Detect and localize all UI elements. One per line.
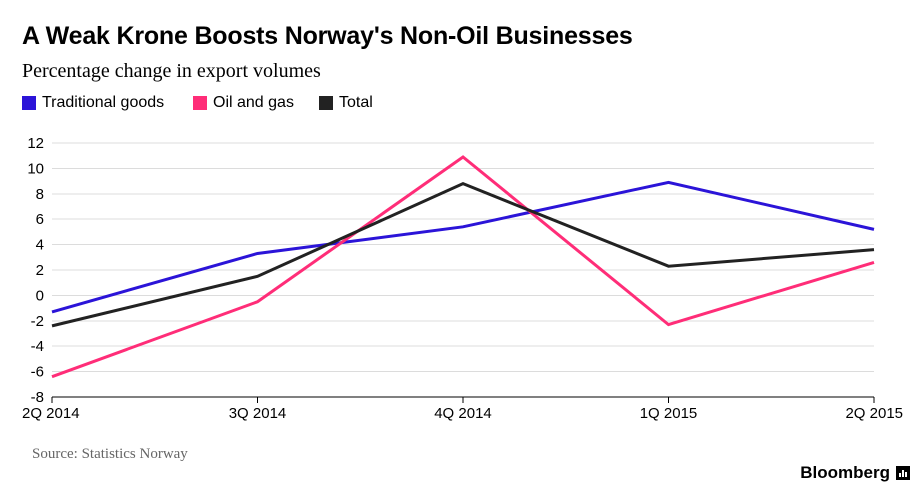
chart-subtitle: Percentage change in export volumes — [22, 60, 321, 82]
y-tick-label: 6 — [36, 211, 44, 228]
legend-label-oil-and-gas: Oil and gas — [213, 94, 294, 111]
x-tick-label: 4Q 2014 — [434, 405, 492, 422]
series-line-oil-and-gas — [51, 155, 875, 379]
bloomberg-logo: Bloomberg — [800, 462, 910, 484]
y-tick-label: -4 — [31, 338, 44, 355]
legend-swatch-traditional-goods — [22, 96, 36, 110]
y-tick-label: 8 — [36, 186, 44, 203]
legend-swatch-total — [319, 96, 333, 110]
chart-title: A Weak Krone Boosts Norway's Non-Oil Bus… — [22, 22, 633, 50]
series-line-traditional-goods — [51, 180, 875, 314]
x-tick-label: 1Q 2015 — [640, 405, 698, 422]
bloomberg-mark-icon — [896, 466, 910, 480]
legend-item-traditional-goods: Traditional goods — [22, 93, 164, 113]
y-tick-label: -8 — [31, 389, 44, 406]
x-tick-label: 2Q 2014 — [22, 405, 80, 422]
y-tick-label: 4 — [36, 237, 44, 254]
y-tick-label: 0 — [36, 287, 44, 304]
y-tick-label: 2 — [36, 262, 44, 279]
legend-item-total: Total — [319, 93, 373, 113]
y-tick-label: -6 — [31, 364, 44, 381]
y-tick-label: -2 — [31, 313, 44, 330]
x-tick-label: 2Q 2015 — [845, 405, 903, 422]
brand-name: Bloomberg — [800, 463, 890, 482]
legend-item-oil-and-gas: Oil and gas — [193, 93, 294, 113]
legend-swatch-oil-and-gas — [193, 96, 207, 110]
y-tick-label: 12 — [27, 135, 44, 152]
y-tick-label: 10 — [27, 160, 44, 177]
x-tick-label: 3Q 2014 — [229, 405, 287, 422]
legend-label-total: Total — [339, 94, 373, 111]
series-line-total — [51, 182, 875, 328]
legend-label-traditional-goods: Traditional goods — [42, 94, 165, 111]
source-note: Source: Statistics Norway — [32, 446, 188, 462]
